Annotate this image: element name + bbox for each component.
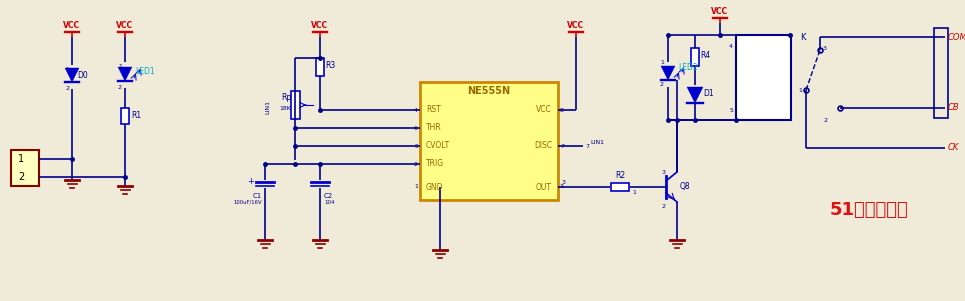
Text: R1: R1: [131, 111, 141, 120]
Text: VCC: VCC: [567, 21, 585, 30]
Bar: [691, 48, 699, 66]
Text: 1: 1: [798, 88, 802, 92]
Text: THR: THR: [426, 123, 442, 132]
Bar: [934, 28, 948, 118]
Text: D0: D0: [77, 72, 88, 80]
Bar: [121, 108, 129, 124]
Text: COM: COM: [948, 33, 965, 42]
Text: 1: 1: [632, 190, 636, 195]
Text: 1: 1: [118, 64, 122, 69]
Text: 2: 2: [414, 162, 418, 166]
Bar: [316, 58, 324, 76]
Text: K: K: [800, 33, 806, 42]
Text: 18K: 18K: [279, 105, 291, 110]
Polygon shape: [118, 67, 132, 81]
Text: 100uF/16V: 100uF/16V: [234, 200, 262, 205]
Text: VCC: VCC: [312, 21, 328, 30]
Bar: [736, 35, 791, 120]
Text: CB: CB: [948, 104, 959, 113]
Text: CVOLT: CVOLT: [426, 141, 450, 150]
Text: DISC: DISC: [534, 141, 552, 150]
Text: 4: 4: [414, 107, 418, 113]
Polygon shape: [687, 87, 703, 103]
Bar: [290, 91, 299, 119]
Text: 5: 5: [414, 144, 418, 148]
Text: LIN1: LIN1: [590, 140, 604, 145]
Text: 1: 1: [18, 154, 24, 164]
Text: NE555N: NE555N: [467, 86, 510, 96]
Text: 2: 2: [65, 86, 69, 91]
Bar: [420, 82, 558, 200]
Text: LED2: LED2: [678, 64, 698, 73]
Text: 2: 2: [662, 204, 666, 209]
Text: 1: 1: [660, 60, 664, 64]
Polygon shape: [65, 68, 79, 82]
Text: R2: R2: [615, 171, 625, 180]
Text: +: +: [247, 176, 254, 185]
Text: Q8: Q8: [680, 182, 691, 191]
Text: VCC: VCC: [117, 21, 133, 30]
Text: 3: 3: [662, 170, 666, 175]
Text: 1: 1: [65, 67, 69, 72]
Text: C2: C2: [324, 193, 333, 199]
Text: D1: D1: [703, 88, 714, 98]
Text: 1: 1: [414, 185, 418, 190]
Text: VCC: VCC: [537, 105, 552, 114]
Text: LIN1: LIN1: [265, 100, 270, 114]
Text: C1: C1: [253, 193, 262, 199]
Text: 7: 7: [585, 144, 589, 148]
Text: GND: GND: [426, 182, 444, 191]
Text: 8: 8: [560, 107, 564, 113]
Text: VCC: VCC: [711, 7, 729, 16]
Text: R3: R3: [325, 61, 335, 70]
Text: 4: 4: [729, 45, 733, 49]
Text: VCC: VCC: [64, 21, 80, 30]
Text: 6: 6: [414, 126, 418, 131]
Text: 104: 104: [324, 200, 335, 205]
Text: 3: 3: [823, 45, 827, 51]
Text: RST: RST: [426, 105, 441, 114]
Text: CK: CK: [948, 144, 959, 153]
Bar: [11, 150, 39, 186]
Text: 7: 7: [560, 144, 564, 148]
Text: 2: 2: [18, 172, 24, 182]
Text: 3: 3: [560, 185, 564, 190]
Text: OUT: OUT: [536, 182, 552, 191]
Text: R4: R4: [700, 51, 710, 60]
Text: LED1: LED1: [135, 67, 154, 76]
Polygon shape: [661, 66, 675, 80]
Text: 2: 2: [823, 117, 827, 123]
Text: 51黑电子论坛: 51黑电子论坛: [830, 201, 909, 219]
Text: Rp: Rp: [281, 94, 291, 103]
Text: TRIG: TRIG: [426, 160, 444, 169]
Text: 5: 5: [730, 107, 733, 113]
Bar: [611, 183, 629, 191]
Text: 3: 3: [562, 180, 566, 185]
Text: 2: 2: [118, 85, 122, 90]
Text: 2: 2: [660, 82, 664, 86]
